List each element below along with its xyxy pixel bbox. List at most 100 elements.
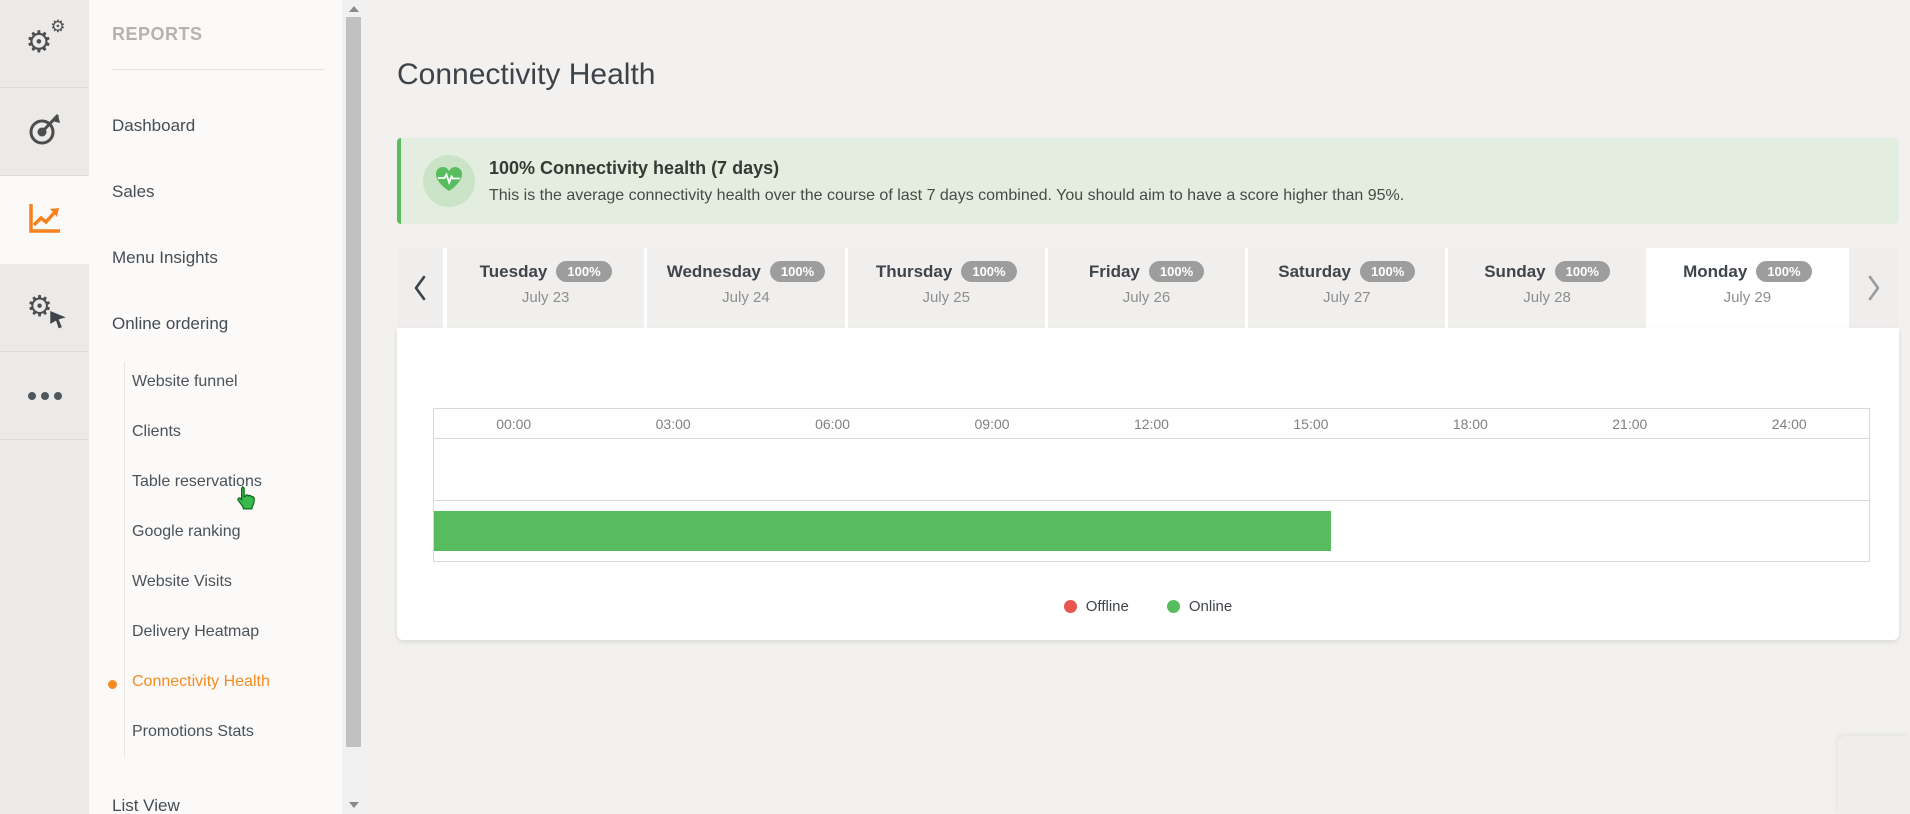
tab-day-label: Thursday [875,261,953,281]
tab-day-label: Wednesday [666,261,761,281]
tab-thursday[interactable]: Thursday 100% July 25 [847,248,1045,328]
legend-label: Offline [1085,598,1129,615]
sidebar-item-promotions-stats[interactable]: Promotions Stats [132,723,254,740]
rail-item-automation[interactable]: ⚙ [0,264,89,352]
rail-item-more[interactable] [0,352,89,440]
connectivity-chart-card: 00:00 03:00 06:00 09:00 12:00 15:00 18:0… [397,328,1899,640]
tab-tuesday[interactable]: Tuesday 100% July 23 [447,248,645,328]
day-tabstrip: Tuesday 100% July 23 Wednesday 100% July 2… [397,248,1899,328]
sidebar-item-table-reservations[interactable]: Table reservations [132,473,262,490]
online-dot-icon [1166,600,1180,613]
axis-tick: 15:00 [1293,415,1329,432]
sidebar-item-connectivity-health[interactable]: Connectivity Health [132,673,270,690]
tab-score-badge: 100% [556,261,612,282]
tab-sunday[interactable]: Sunday 100% July 28 [1448,248,1646,328]
tabs-prev-button[interactable] [397,248,443,328]
offline-track [434,439,1869,501]
axis-tick: 06:00 [815,415,851,432]
tab-date-label: July 26 [1122,289,1171,306]
axis-tick: 18:00 [1452,415,1488,432]
page-title: Connectivity Health [397,58,656,91]
tab-friday[interactable]: Friday 100% July 26 [1047,248,1246,328]
banner-headline: 100% Connectivity health (7 days) [489,157,780,178]
scrollbar-down-arrow-icon[interactable] [349,802,359,808]
legend-item-online[interactable]: Online [1166,598,1233,615]
scrollbar-thumb[interactable] [346,17,361,747]
rail-item-settings[interactable]: ⚙ ⚙ [0,0,89,88]
axis-tick: 03:00 [655,415,691,432]
gears-icon: ⚙ ⚙ [25,16,66,60]
sidebar-item-website-visits[interactable]: Website Visits [132,573,232,590]
gear-cursor-icon: ⚙ [25,288,66,328]
axis-tick: 21:00 [1612,415,1648,432]
axis-tick: 24:00 [1771,415,1807,432]
heart-pulse-icon [434,165,464,198]
connectivity-timeline-chart: 00:00 03:00 06:00 09:00 12:00 15:00 18:0… [433,408,1870,562]
axis-tick: 00:00 [496,415,532,432]
online-track [434,501,1869,561]
sidebar-item-website-funnel[interactable]: Website funnel [132,373,238,390]
chevron-left-icon [414,275,426,301]
legend-item-offline[interactable]: Offline [1063,598,1129,615]
reports-sidebar: REPORTS Dashboard Sales Menu Insights On… [89,0,342,814]
tab-score-badge: 100% [1554,261,1610,282]
chevron-right-icon [1868,275,1880,301]
tab-day-label: Sunday [1484,261,1546,281]
online-bar [434,511,1331,551]
tab-date-label: July 23 [521,289,570,306]
sidebar-item-menu-insights[interactable]: Menu Insights [112,248,218,267]
sidebar-item-list-view[interactable]: List View [112,796,180,814]
tab-score-badge: 100% [1148,261,1205,282]
health-summary-banner: 100% Connectivity health (7 days) This i… [397,138,1899,224]
rail-item-targets[interactable] [0,88,89,176]
subitems-guide-line [124,362,125,757]
time-axis: 00:00 03:00 06:00 09:00 12:00 15:00 18:0… [434,409,1869,439]
line-chart-icon [26,200,64,241]
tab-date-label: July 29 [1723,289,1772,306]
legend-label: Online [1188,598,1233,615]
sidebar-items: Dashboard Sales Menu Insights Online ord… [112,116,228,380]
sidebar-item-online-ordering[interactable]: Online ordering [112,314,229,333]
tab-day-label: Saturday [1278,261,1352,281]
active-item-bullet [108,680,117,689]
tab-wednesday[interactable]: Wednesday 100% July 24 [647,248,845,328]
chart-legend: Offline Online [397,598,1899,615]
tab-date-label: July 28 [1523,289,1571,306]
cursor-icon [234,486,258,515]
tab-monday[interactable]: Monday 100% July 29 [1648,248,1846,328]
sidebar-item-clients[interactable]: Clients [132,423,181,440]
sidebar-item-google-ranking[interactable]: Google ranking [132,523,241,540]
tabs-next-button[interactable] [1848,248,1899,328]
sidebar-section-title: REPORTS [112,24,203,44]
sidebar-subitems: Website funnel Clients Table reservation… [132,373,270,773]
target-icon [27,111,63,152]
tab-date-label: July 27 [1323,289,1371,306]
icon-rail: ⚙ ⚙ ⚙ [0,0,89,814]
tab-day-label: Friday [1088,261,1140,281]
tab-score-badge: 100% [1360,261,1416,282]
tab-score-badge: 100% [1756,261,1812,282]
banner-text: 100% Connectivity health (7 days) This i… [489,158,1404,205]
ellipsis-icon [27,391,62,400]
scrollbar-up-arrow-icon[interactable] [349,6,359,12]
tab-date-label: July 25 [922,289,970,306]
tab-date-label: July 24 [722,289,770,306]
banner-description: This is the average connectivity health … [489,186,1405,204]
sidebar-item-delivery-heatmap[interactable]: Delivery Heatmap [132,623,260,640]
rail-item-reports[interactable] [0,176,89,264]
tab-score-badge: 100% [961,261,1017,282]
tab-day-label: Monday [1683,261,1748,281]
tab-day-label: Tuesday [479,261,548,281]
banner-icon-circle [423,155,475,207]
sidebar-item-dashboard[interactable]: Dashboard [112,116,196,135]
sidebar-divider [112,69,324,70]
sidebar-scrollbar[interactable] [345,0,362,814]
axis-tick: 12:00 [1133,415,1169,432]
offline-dot-icon [1063,600,1077,613]
tab-score-badge: 100% [769,261,826,282]
sidebar-item-sales[interactable]: Sales [112,182,155,201]
widget-placeholder [1838,736,1910,814]
tab-saturday[interactable]: Saturday 100% July 27 [1248,248,1446,328]
axis-tick: 09:00 [974,415,1010,432]
